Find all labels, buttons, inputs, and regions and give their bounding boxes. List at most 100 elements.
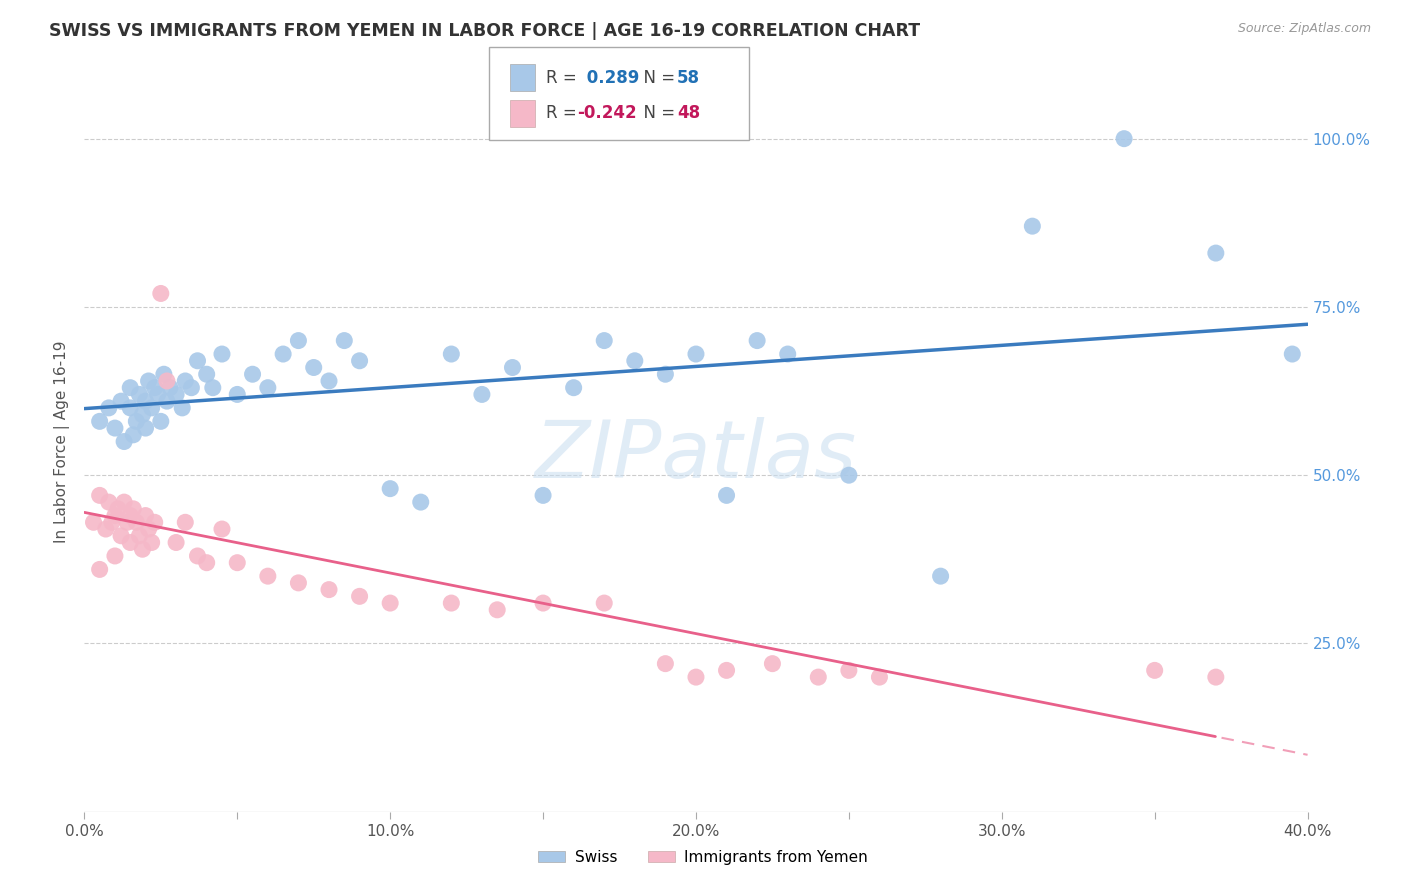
Point [186,353,208,368]
Point [685,347,707,361]
Point [89,562,111,576]
Point [747,334,769,348]
Point [287,575,309,590]
Point [159,381,181,395]
Point [502,360,524,375]
Point [593,596,616,610]
Point [318,582,340,597]
Point [440,596,463,610]
Point [257,381,280,395]
Point [131,542,153,557]
Point [122,427,145,442]
Point [180,381,202,395]
Point [104,421,127,435]
Point [287,334,309,348]
Point [125,516,148,530]
Point [83,516,105,530]
Point [101,516,124,530]
Point [104,508,127,523]
Point [333,334,356,348]
Point [349,353,371,368]
Point [174,516,197,530]
Point [165,535,187,549]
Point [107,501,129,516]
Text: 0.289: 0.289 [582,69,640,87]
Point [257,569,280,583]
Point [89,488,111,502]
Point [318,374,340,388]
Point [1114,131,1136,145]
Point [174,374,197,388]
Point [120,508,142,523]
Point [143,516,166,530]
Point [110,394,132,409]
Point [112,434,135,449]
Point [195,368,218,382]
Point [593,334,616,348]
Point [172,401,194,415]
Point [211,347,233,361]
Point [110,529,132,543]
Point [128,387,150,401]
Point [838,664,860,678]
Point [685,670,707,684]
Point [807,670,830,684]
Point [186,549,208,563]
Text: Source: ZipAtlas.com: Source: ZipAtlas.com [1237,22,1371,36]
Point [1205,246,1227,260]
Point [1021,219,1043,234]
Point [211,522,233,536]
Point [654,368,676,382]
Point [122,501,145,516]
Text: 48: 48 [678,104,700,122]
Point [165,387,187,401]
Point [141,535,163,549]
Point [531,488,554,502]
Text: N =: N = [634,69,681,87]
Point [135,421,157,435]
Text: R =: R = [547,104,582,122]
Point [242,368,264,382]
Point [1281,347,1303,361]
Point [195,556,218,570]
Text: 58: 58 [678,69,700,87]
Point [409,495,432,509]
Point [654,657,676,671]
Text: N =: N = [634,104,681,122]
Point [138,522,160,536]
Point [97,401,120,415]
Point [1143,664,1166,678]
Point [226,387,249,401]
Point [201,381,224,395]
Text: ZIPatlas: ZIPatlas [534,417,858,495]
Point [138,374,160,388]
Point [271,347,294,361]
Point [716,664,738,678]
Point [226,556,249,570]
Point [120,381,142,395]
Y-axis label: In Labor Force | Age 16-19: In Labor Force | Age 16-19 [55,340,70,543]
Point [125,414,148,428]
Point [440,347,463,361]
Point [531,596,554,610]
Point [380,482,402,496]
Point [761,657,783,671]
Point [146,387,169,401]
Legend: Swiss, Immigrants from Yemen: Swiss, Immigrants from Yemen [531,844,875,871]
Point [149,414,172,428]
Point [486,603,509,617]
Point [929,569,952,583]
Point [562,381,585,395]
Point [1205,670,1227,684]
Point [135,508,157,523]
Point [112,495,135,509]
Point [624,353,647,368]
Point [149,286,172,301]
Text: SWISS VS IMMIGRANTS FROM YEMEN IN LABOR FORCE | AGE 16-19 CORRELATION CHART: SWISS VS IMMIGRANTS FROM YEMEN IN LABOR … [49,22,921,40]
Point [716,488,738,502]
Point [115,516,138,530]
Point [471,387,494,401]
Point [120,535,142,549]
Point [380,596,402,610]
Point [94,522,117,536]
